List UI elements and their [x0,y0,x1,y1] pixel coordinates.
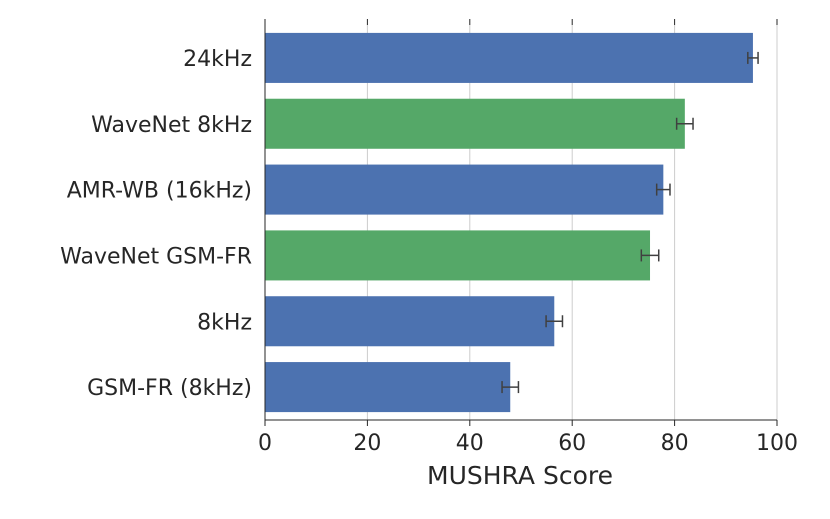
error-bar-3 [640,249,660,262]
error-bar-0 [747,51,759,64]
grid-lines [264,25,778,420]
bar-5 [265,362,511,413]
error-bar-2 [655,183,671,196]
category-label-4: 8kHz [197,310,252,335]
x-tick-label-5: 100 [756,431,798,456]
category-label-2: AMR-WB (16kHz) [67,179,252,204]
bar-0 [265,32,753,83]
x-tick-label-4: 80 [661,431,689,456]
bar-1 [265,98,685,149]
bar-3 [265,230,651,281]
axes: 24kHz WaveNet 8kHz AMR-WB (16kHz) WaveNet G… [60,19,798,456]
bar-2 [265,164,664,215]
bars [265,32,759,413]
x-tick-label-0: 0 [258,431,272,456]
x-tick-label-1: 20 [353,431,381,456]
category-label-1: WaveNet 8kHz [91,113,252,138]
x-axis-title: MUSHRA Score [427,461,613,490]
error-bar-1 [675,117,694,130]
x-tick-label-2: 40 [456,431,484,456]
category-label-0: 24kHz [183,47,252,72]
category-label-5: GSM-FR (8kHz) [87,376,252,401]
error-bar-4 [545,315,564,328]
category-label-3: WaveNet GSM-FR [60,244,252,269]
x-tick-label-3: 60 [558,431,586,456]
error-bar-5 [501,381,520,394]
bar-4 [265,296,555,347]
